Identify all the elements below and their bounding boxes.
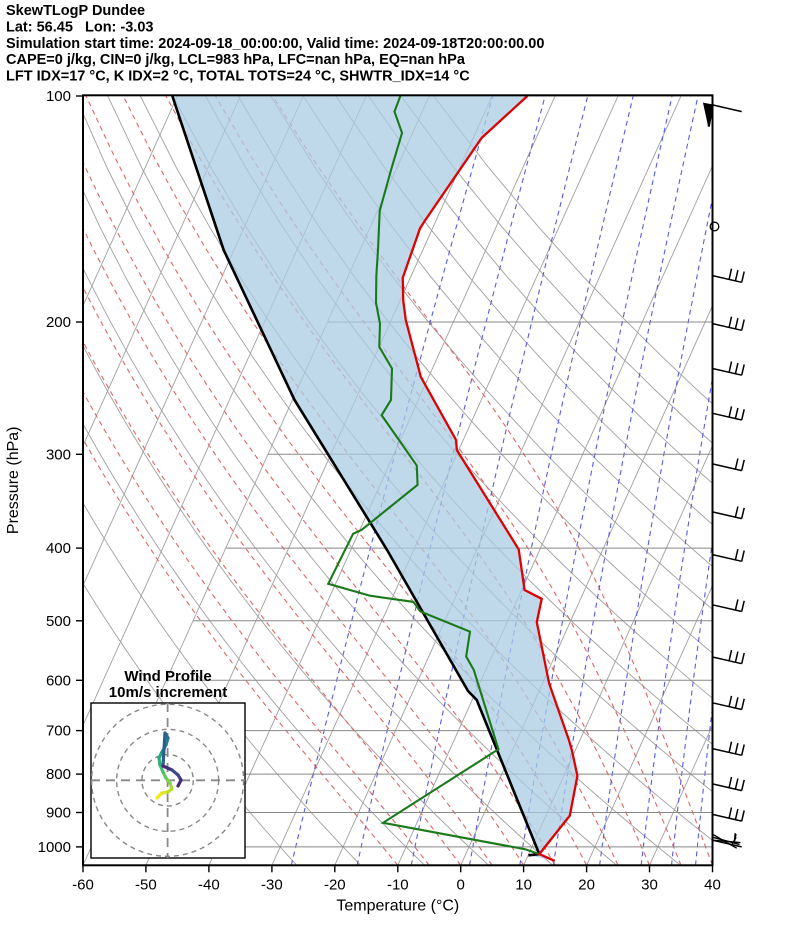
svg-text:-60: -60 — [72, 876, 94, 893]
svg-text:200: 200 — [46, 314, 71, 331]
svg-text:LFT IDX=17 °C, K IDX=2 °C, TOT: LFT IDX=17 °C, K IDX=2 °C, TOTAL TOTS=24… — [6, 69, 470, 85]
svg-text:SkewTLogP Dundee: SkewTLogP Dundee — [6, 3, 145, 19]
svg-text:0: 0 — [457, 876, 465, 893]
svg-text:900: 900 — [46, 805, 71, 822]
svg-text:-30: -30 — [261, 876, 283, 893]
svg-text:30: 30 — [641, 876, 658, 893]
svg-text:10m/s increment: 10m/s increment — [109, 684, 227, 701]
svg-text:Simulation start time: 2024-09: Simulation start time: 2024-09-18_00:00:… — [6, 36, 544, 52]
svg-text:700: 700 — [46, 723, 71, 740]
svg-text:1000: 1000 — [38, 839, 71, 856]
svg-text:100: 100 — [46, 88, 71, 105]
svg-text:-40: -40 — [198, 876, 220, 893]
svg-text:500: 500 — [46, 613, 71, 630]
svg-text:300: 300 — [46, 446, 71, 463]
svg-text:20: 20 — [578, 876, 595, 893]
svg-text:Pressure (hPa): Pressure (hPa) — [5, 427, 22, 535]
svg-text:400: 400 — [46, 540, 71, 557]
svg-text:Wind Profile: Wind Profile — [124, 668, 211, 685]
svg-text:800: 800 — [46, 766, 71, 783]
svg-text:Lat: 56.45 Lon: -3.03: Lat: 56.45 Lon: -3.03 — [6, 19, 153, 35]
svg-text:-10: -10 — [387, 876, 409, 893]
svg-text:600: 600 — [46, 672, 71, 689]
svg-text:10: 10 — [515, 876, 532, 893]
svg-text:Temperature (°C): Temperature (°C) — [336, 897, 459, 914]
svg-text:CAPE=0 j/kg, CIN=0 j/kg, LCL=9: CAPE=0 j/kg, CIN=0 j/kg, LCL=983 hPa, LF… — [6, 52, 466, 68]
svg-text:40: 40 — [704, 876, 721, 893]
svg-text:-50: -50 — [135, 876, 157, 893]
svg-text:-20: -20 — [324, 876, 346, 893]
